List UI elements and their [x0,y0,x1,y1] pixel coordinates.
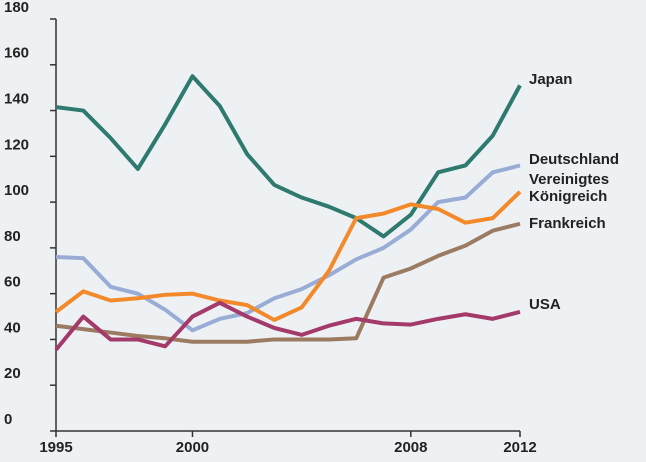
x-tick-label: 2008 [394,439,427,456]
x-tick-label: 1995 [39,439,72,456]
y-tick-label: 100 [4,182,29,199]
series-label: USA [529,296,561,313]
series-label: Deutschland [529,151,620,168]
y-tick-label: 20 [4,365,21,382]
series-line [55,74,522,239]
y-tick-label: 180 [4,0,29,16]
series-line [55,163,521,333]
x-tick-label: 2012 [503,439,536,456]
series-line [55,221,521,344]
y-tick-label: 60 [4,274,21,291]
series-label: Frankreich [529,215,606,232]
series-line [54,300,521,352]
series-line [54,190,522,322]
y-tick-label: 0 [4,411,12,428]
y-tick-label: 140 [4,91,29,108]
y-tick-label: 120 [4,136,29,153]
series-label: Vereinigtes Königreich [529,171,610,205]
y-tick-label: 40 [4,319,21,336]
y-tick-label: 160 [4,45,29,62]
series-label: Japan [529,71,573,88]
x-tick-label: 2000 [176,439,209,456]
y-tick-label: 80 [4,228,21,245]
